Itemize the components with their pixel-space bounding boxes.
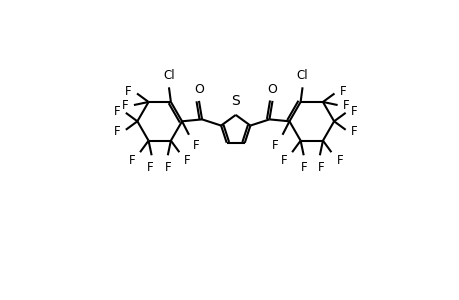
Text: O: O: [194, 82, 203, 95]
Text: F: F: [318, 161, 324, 174]
Text: F: F: [336, 154, 342, 167]
Text: F: F: [300, 161, 306, 174]
Text: F: F: [192, 139, 199, 152]
Text: F: F: [114, 125, 121, 138]
Text: F: F: [350, 125, 357, 138]
Text: F: F: [339, 85, 345, 98]
Text: F: F: [128, 154, 135, 167]
Text: F: F: [125, 85, 132, 98]
Text: F: F: [164, 161, 171, 174]
Text: O: O: [267, 82, 277, 95]
Text: Cl: Cl: [296, 69, 308, 82]
Text: F: F: [271, 139, 278, 152]
Text: F: F: [280, 154, 286, 167]
Text: F: F: [122, 98, 129, 112]
Text: S: S: [231, 94, 240, 108]
Text: F: F: [146, 161, 153, 174]
Text: F: F: [350, 105, 357, 118]
Text: Cl: Cl: [163, 69, 174, 82]
Text: F: F: [114, 105, 121, 118]
Text: F: F: [342, 98, 348, 112]
Text: F: F: [184, 154, 190, 167]
